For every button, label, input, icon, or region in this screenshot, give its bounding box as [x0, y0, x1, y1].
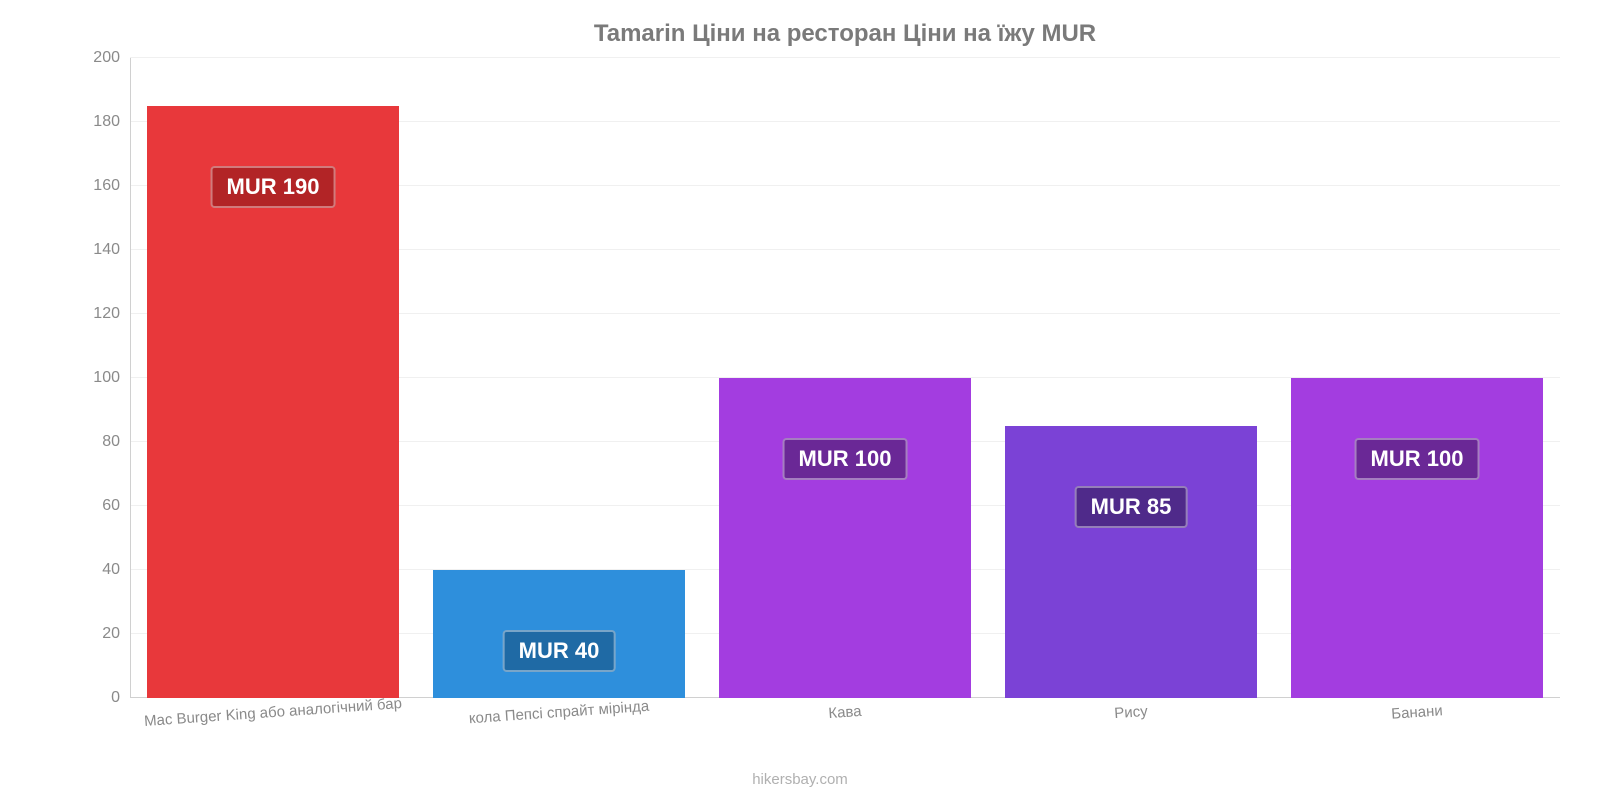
plot-area: 020406080100120140160180200 MUR 190MUR 4… — [130, 58, 1560, 698]
value-badge: MUR 100 — [783, 438, 908, 480]
y-tick-label: 140 — [70, 241, 120, 259]
y-tick-label: 200 — [70, 49, 120, 67]
bar-slot: MUR 85 — [988, 58, 1274, 698]
value-badge: MUR 85 — [1075, 486, 1188, 528]
y-tick-label: 0 — [70, 689, 120, 707]
x-tick-label: Mac Burger King або аналогічний бар — [130, 694, 416, 731]
y-axis: 020406080100120140160180200 — [70, 58, 120, 698]
y-tick-label: 180 — [70, 113, 120, 131]
y-tick-label: 120 — [70, 305, 120, 323]
bar: MUR 100 — [1291, 378, 1543, 698]
y-tick-label: 100 — [70, 369, 120, 387]
bar: MUR 85 — [1005, 426, 1257, 698]
value-badge: MUR 100 — [1355, 438, 1480, 480]
chart-container: Tamarin Ціни на ресторан Ціни на їжу MUR… — [0, 0, 1600, 800]
attribution-text: hikersbay.com — [752, 771, 848, 788]
bar-slot: MUR 100 — [1274, 58, 1560, 698]
y-tick-label: 60 — [70, 497, 120, 515]
value-badge: MUR 40 — [503, 630, 616, 672]
bar-slot: MUR 100 — [702, 58, 988, 698]
bar: MUR 40 — [433, 570, 685, 698]
x-tick-label: Банани — [1274, 694, 1560, 731]
x-tick-label: кола Пепсі спрайт мірінда — [416, 694, 702, 731]
bar-slot: MUR 190 — [130, 58, 416, 698]
y-tick-label: 80 — [70, 433, 120, 451]
x-tick-label: Кава — [702, 694, 988, 731]
chart-title: Tamarin Ціни на ресторан Ціни на їжу MUR — [130, 20, 1560, 48]
bar: MUR 190 — [147, 106, 399, 698]
bars-group: MUR 190 MUR 40 MUR 100 MUR 85 MUR 100 — [130, 58, 1560, 698]
x-tick-label: Рису — [988, 694, 1274, 731]
y-tick-label: 20 — [70, 625, 120, 643]
bar: MUR 100 — [719, 378, 971, 698]
value-badge: MUR 190 — [211, 166, 336, 208]
x-axis-labels: Mac Burger King або аналогічний баркола … — [130, 704, 1560, 721]
y-tick-label: 40 — [70, 561, 120, 579]
y-tick-label: 160 — [70, 177, 120, 195]
bar-slot: MUR 40 — [416, 58, 702, 698]
